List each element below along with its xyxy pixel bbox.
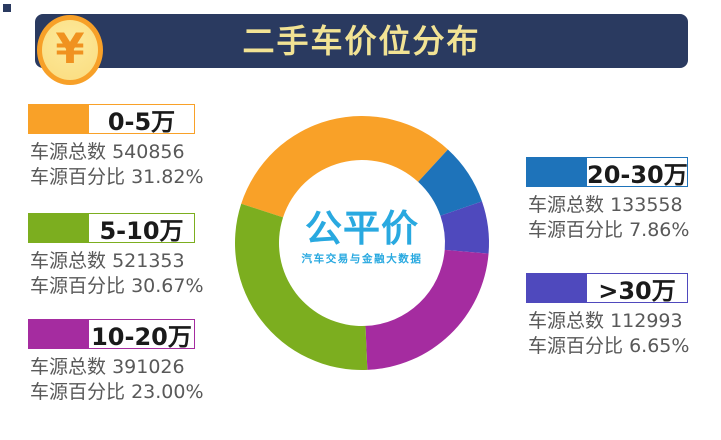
legend-label: 10-20万 bbox=[91, 322, 192, 351]
brand-name: 公平价 bbox=[305, 207, 419, 250]
legend-stats: 车源总数 133558 车源百分比 7.86% bbox=[526, 193, 690, 243]
donut-slice bbox=[241, 116, 448, 218]
brand-tagline: 汽车交易与金融大数据 bbox=[301, 253, 423, 265]
source-count-value: 540856 bbox=[112, 141, 185, 163]
source-percent-line: 车源百分比 31.82% bbox=[28, 165, 204, 190]
source-count-caption: 车源总数 bbox=[30, 250, 107, 272]
source-percent-value: 23.00% bbox=[131, 381, 204, 403]
donut-slice bbox=[418, 149, 482, 216]
legend-color-swatch bbox=[527, 158, 587, 186]
source-count-caption: 车源总数 bbox=[30, 141, 107, 163]
source-count-caption: 车源总数 bbox=[528, 310, 605, 332]
source-percent-value: 7.86% bbox=[629, 219, 690, 241]
source-count-caption: 车源总数 bbox=[528, 194, 605, 216]
source-percent-line: 车源百分比 23.00% bbox=[28, 380, 204, 405]
source-percent-value: 31.82% bbox=[131, 166, 204, 188]
page-title: 二手车价位分布 bbox=[242, 22, 481, 60]
legend-color-swatch bbox=[527, 274, 587, 302]
legend-color-swatch bbox=[29, 105, 89, 133]
donut-slice bbox=[235, 203, 368, 371]
legend-item: 20-30万 车源总数 133558 车源百分比 7.86% bbox=[526, 157, 690, 243]
legend-label: 5-10万 bbox=[99, 216, 184, 245]
source-percent-line: 车源百分比 7.86% bbox=[526, 218, 690, 243]
brand-logo: 公平价 汽车交易与金融大数据 bbox=[262, 210, 462, 266]
yen-coin-icon: ¥ bbox=[37, 15, 103, 85]
donut-slice bbox=[440, 201, 490, 254]
donut-chart bbox=[235, 116, 490, 371]
legend-color-swatch bbox=[29, 320, 89, 348]
legend-label-box: 0-5万 bbox=[28, 104, 195, 136]
source-count-line: 车源总数 133558 bbox=[526, 193, 688, 218]
yen-symbol: ¥ bbox=[55, 24, 85, 73]
source-percent-caption: 车源百分比 bbox=[528, 219, 624, 241]
legend-label: 20-30万 bbox=[587, 160, 688, 189]
source-count-value: 112993 bbox=[610, 310, 683, 332]
source-percent-caption: 车源百分比 bbox=[30, 381, 126, 403]
source-percent-caption: 车源百分比 bbox=[30, 275, 126, 297]
source-percent-caption: 车源百分比 bbox=[30, 166, 126, 188]
legend-label-box: 20-30万 bbox=[526, 157, 688, 189]
source-count-line: 车源总数 112993 bbox=[526, 309, 688, 334]
source-percent-value: 30.67% bbox=[131, 275, 204, 297]
legend-item: >30万 车源总数 112993 车源百分比 6.65% bbox=[526, 273, 690, 359]
source-percent-caption: 车源百分比 bbox=[528, 335, 624, 357]
source-count-line: 车源总数 521353 bbox=[28, 249, 195, 274]
source-count-value: 521353 bbox=[112, 250, 185, 272]
corner-accent bbox=[3, 4, 11, 12]
legend-item: 10-20万 车源总数 391026 车源百分比 23.00% bbox=[28, 319, 204, 405]
source-percent-line: 车源百分比 6.65% bbox=[526, 334, 690, 359]
source-count-value: 133558 bbox=[610, 194, 683, 216]
legend-stats: 车源总数 521353 车源百分比 30.67% bbox=[28, 249, 204, 299]
legend-label: >30万 bbox=[598, 276, 676, 305]
legend-stats: 车源总数 112993 车源百分比 6.65% bbox=[526, 309, 690, 359]
legend-label: 0-5万 bbox=[107, 107, 176, 136]
legend-item: 5-10万 车源总数 521353 车源百分比 30.67% bbox=[28, 213, 204, 299]
legend-color-swatch bbox=[29, 214, 89, 242]
legend-item: 0-5万 车源总数 540856 车源百分比 31.82% bbox=[28, 104, 204, 190]
legend-stats: 车源总数 540856 车源百分比 31.82% bbox=[28, 140, 204, 190]
legend-label-box: >30万 bbox=[526, 273, 688, 305]
legend-label-box: 5-10万 bbox=[28, 213, 195, 245]
header-bar: 二手车价位分布 bbox=[35, 14, 688, 68]
source-count-line: 车源总数 391026 bbox=[28, 355, 195, 380]
source-count-caption: 车源总数 bbox=[30, 356, 107, 378]
donut-slice bbox=[365, 249, 489, 370]
source-count-line: 车源总数 540856 bbox=[28, 140, 195, 165]
source-percent-line: 车源百分比 30.67% bbox=[28, 274, 204, 299]
source-count-value: 391026 bbox=[112, 356, 185, 378]
source-percent-value: 6.65% bbox=[629, 335, 690, 357]
legend-label-box: 10-20万 bbox=[28, 319, 195, 351]
legend-stats: 车源总数 391026 车源百分比 23.00% bbox=[28, 355, 204, 405]
